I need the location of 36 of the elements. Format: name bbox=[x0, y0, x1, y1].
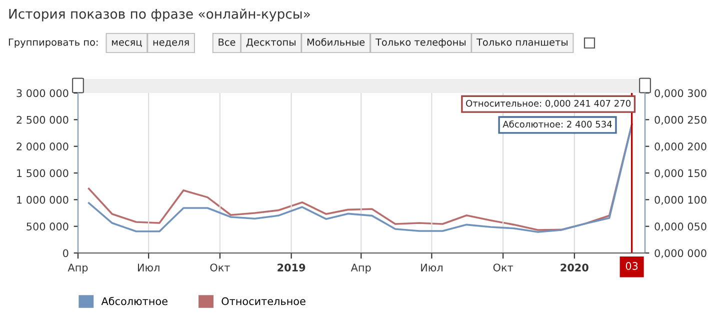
text: Только планшеты bbox=[476, 38, 568, 46]
annotation: Абсолютное: 2 400 534 bbox=[502, 120, 612, 128]
x-tick-label: Апр bbox=[68, 264, 88, 274]
y-tick-label: 2 000 000 bbox=[16, 142, 68, 150]
y-tick-label: 0 bbox=[63, 249, 68, 258]
text: Мобильные bbox=[307, 38, 365, 46]
y2-tick-label: 0,000 150 bbox=[654, 169, 706, 178]
text: Группировать по: bbox=[8, 38, 98, 48]
annotation: Относительное: 0,000 241 407 270 bbox=[466, 100, 631, 108]
y2-tick-label: 0,000 050 bbox=[654, 222, 706, 232]
x-tick-label: Апр bbox=[350, 264, 371, 274]
text: Десктопы bbox=[246, 38, 296, 48]
x-tick-label: Июл bbox=[138, 264, 160, 272]
x-tick-label: Окт bbox=[493, 264, 514, 272]
x-tick-label: 2020 bbox=[560, 264, 588, 272]
ref-line-label: 03 bbox=[626, 262, 638, 270]
y2-tick-label: 0,000 000 bbox=[654, 249, 706, 258]
y2-tick-label: 0,000 200 bbox=[654, 142, 706, 152]
legend-label: Абсолютное bbox=[101, 296, 168, 306]
x-tick-label: Июл bbox=[421, 264, 442, 272]
legend-label: Относительное bbox=[222, 297, 306, 306]
y-tick-label: 1 000 000 bbox=[17, 196, 68, 204]
y-tick-label: 3 000 000 bbox=[16, 89, 68, 98]
y-tick-label: 1 500 000 bbox=[17, 169, 68, 178]
y2-tick-label: 0,000 100 bbox=[654, 196, 706, 205]
y-tick-label: 2 500 000 bbox=[16, 116, 68, 124]
x-tick-label: 2019 bbox=[278, 264, 306, 272]
text: неделя bbox=[153, 40, 189, 48]
y2-tick-label: 0,000 300 bbox=[654, 89, 706, 98]
text: месяц bbox=[112, 40, 142, 48]
text: Только телефоны bbox=[375, 38, 466, 48]
x-tick-label: Окт bbox=[210, 264, 230, 272]
text: Все bbox=[218, 38, 236, 46]
chart-title: История показов по фразе «онлайн-курсы» bbox=[9, 8, 310, 22]
y2-tick-label: 0,000 250 bbox=[654, 116, 706, 125]
y-tick-label: 500 000 bbox=[26, 222, 68, 230]
